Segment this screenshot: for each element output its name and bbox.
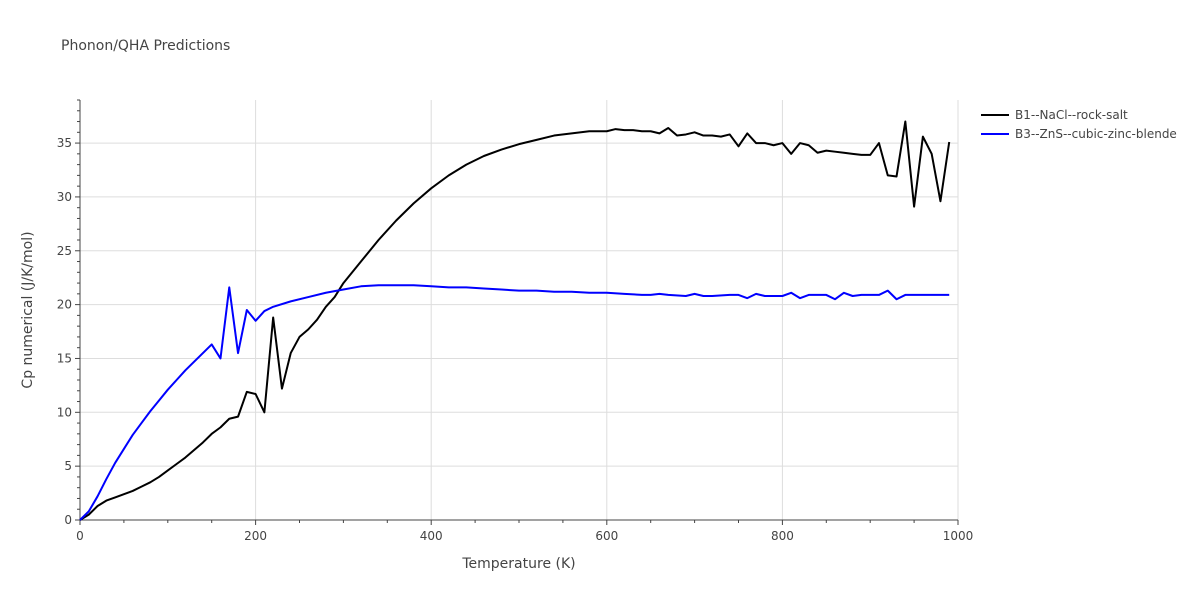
y-tick-label: 0: [64, 513, 72, 527]
x-tick-label: 200: [244, 529, 267, 543]
plot-area: [79, 120, 951, 521]
chart-grid: [80, 100, 959, 520]
x-tick-label: 1000: [943, 529, 974, 543]
legend-item-2[interactable]: B3--ZnS--cubic-zinc-blende: [981, 127, 1177, 141]
chart-tick-labels: 0 200 400 600 800 1000 0 5 10 15 20 25 30 35: [57, 136, 974, 543]
y-tick-label: 5: [64, 459, 72, 473]
chart-title: Phonon/QHA Predictions: [61, 38, 230, 54]
y-axis-title: Cp numerical (J/K/mol): [20, 231, 36, 388]
legend-label: B3--ZnS--cubic-zinc-blende: [1015, 127, 1177, 141]
chart-legend[interactable]: B1--NaCl--rock-salt B3--ZnS--cubic-zinc-b…: [981, 108, 1177, 141]
y-tick-label: 20: [57, 298, 72, 312]
x-tick-label: 800: [771, 529, 794, 543]
series-line-1: [79, 120, 951, 521]
y-tick-label: 15: [57, 351, 72, 365]
series-line-2: [79, 284, 950, 521]
y-tick-label: 25: [57, 244, 72, 258]
chart-axes: [75, 99, 959, 525]
x-tick-label: 600: [595, 529, 618, 543]
x-axis-title: Temperature (K): [461, 556, 575, 572]
y-tick-label: 35: [57, 136, 72, 150]
x-tick-label: 400: [420, 529, 443, 543]
x-tick-label: 0: [76, 529, 84, 543]
y-tick-label: 30: [57, 190, 72, 204]
legend-item-1[interactable]: B1--NaCl--rock-salt: [981, 108, 1128, 122]
y-tick-label: 10: [57, 405, 72, 419]
legend-label: B1--NaCl--rock-salt: [1015, 108, 1128, 122]
